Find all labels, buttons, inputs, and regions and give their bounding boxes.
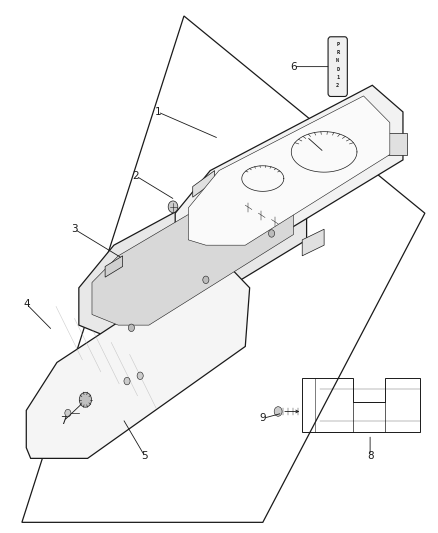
Text: 4: 4 <box>23 299 30 309</box>
Polygon shape <box>276 176 293 203</box>
Polygon shape <box>188 96 390 245</box>
Circle shape <box>137 372 143 379</box>
Circle shape <box>128 324 134 332</box>
Circle shape <box>168 201 178 213</box>
Circle shape <box>124 377 130 385</box>
Text: 8: 8 <box>367 451 374 461</box>
Polygon shape <box>79 160 307 336</box>
Text: D: D <box>336 67 339 71</box>
Text: 2: 2 <box>336 83 339 88</box>
Text: 2: 2 <box>132 171 139 181</box>
FancyBboxPatch shape <box>328 37 347 96</box>
Text: R: R <box>336 50 339 55</box>
Text: 5: 5 <box>141 451 148 461</box>
Polygon shape <box>92 171 293 325</box>
Text: 6: 6 <box>290 62 297 71</box>
Circle shape <box>274 407 282 416</box>
Text: 7: 7 <box>60 416 67 426</box>
Circle shape <box>65 409 71 417</box>
Polygon shape <box>302 229 324 256</box>
Text: 9: 9 <box>259 414 266 423</box>
Text: P: P <box>336 42 339 47</box>
Circle shape <box>268 230 275 237</box>
Polygon shape <box>26 256 250 458</box>
Text: 1: 1 <box>336 75 339 80</box>
Polygon shape <box>193 171 215 197</box>
Circle shape <box>203 276 209 284</box>
Polygon shape <box>175 85 403 256</box>
Text: 3: 3 <box>71 224 78 234</box>
Text: N: N <box>336 58 339 63</box>
Polygon shape <box>105 256 123 277</box>
Text: 1: 1 <box>154 107 161 117</box>
Polygon shape <box>385 133 407 155</box>
Circle shape <box>79 392 92 407</box>
